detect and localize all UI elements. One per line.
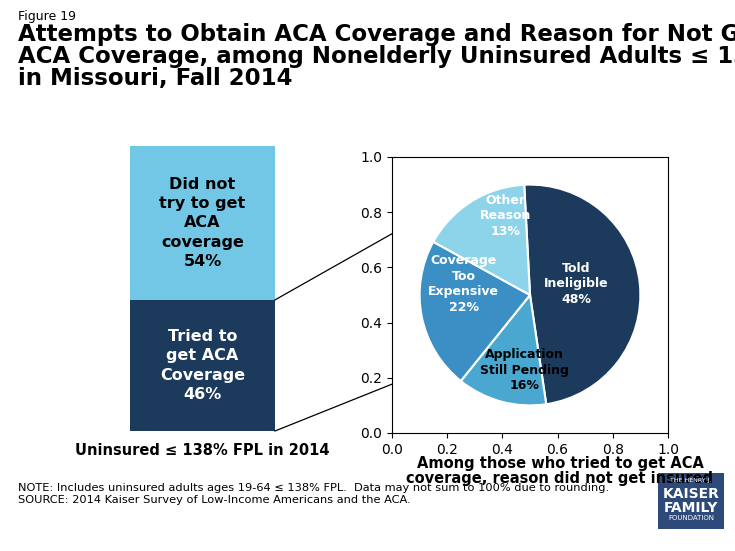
Bar — [130, 146, 275, 300]
Text: Did not
try to get
ACA
coverage
54%: Did not try to get ACA coverage 54% — [159, 177, 245, 269]
Text: Application
Still Pending
16%: Application Still Pending 16% — [480, 348, 569, 392]
Wedge shape — [524, 185, 640, 404]
Text: Tried to
get ACA
Coverage
46%: Tried to get ACA Coverage 46% — [160, 329, 245, 402]
Text: Told
Ineligible
48%: Told Ineligible 48% — [544, 262, 609, 306]
Text: in Missouri, Fall 2014: in Missouri, Fall 2014 — [18, 67, 293, 90]
Text: Other
Reason
13%: Other Reason 13% — [480, 193, 531, 237]
Text: FAMILY: FAMILY — [664, 501, 718, 515]
Text: Among those who tried to get ACA: Among those who tried to get ACA — [417, 456, 703, 471]
Wedge shape — [433, 185, 530, 295]
Text: Coverage
Too
Expensive
22%: Coverage Too Expensive 22% — [429, 254, 499, 314]
Text: NOTE: Includes uninsured adults ages 19-64 ≤ 138% FPL.  Data may not sum to 100%: NOTE: Includes uninsured adults ages 19-… — [18, 483, 609, 493]
Text: THE HENRY J.: THE HENRY J. — [670, 478, 711, 483]
Text: Uninsured ≤ 138% FPL in 2014: Uninsured ≤ 138% FPL in 2014 — [75, 443, 330, 458]
Text: FOUNDATION: FOUNDATION — [668, 515, 714, 521]
Wedge shape — [461, 295, 546, 406]
Bar — [658, 473, 724, 529]
Bar — [130, 300, 275, 431]
Text: KAISER: KAISER — [662, 487, 720, 501]
Text: SOURCE: 2014 Kaiser Survey of Low-Income Americans and the ACA.: SOURCE: 2014 Kaiser Survey of Low-Income… — [18, 495, 411, 505]
Text: ACA Coverage, among Nonelderly Uninsured Adults ≤ 138% FPL: ACA Coverage, among Nonelderly Uninsured… — [18, 45, 735, 68]
Wedge shape — [420, 242, 530, 381]
Text: coverage, reason did not get insured: coverage, reason did not get insured — [406, 471, 714, 486]
Text: Attempts to Obtain ACA Coverage and Reason for Not Getting: Attempts to Obtain ACA Coverage and Reas… — [18, 23, 735, 46]
Text: Figure 19: Figure 19 — [18, 10, 76, 23]
